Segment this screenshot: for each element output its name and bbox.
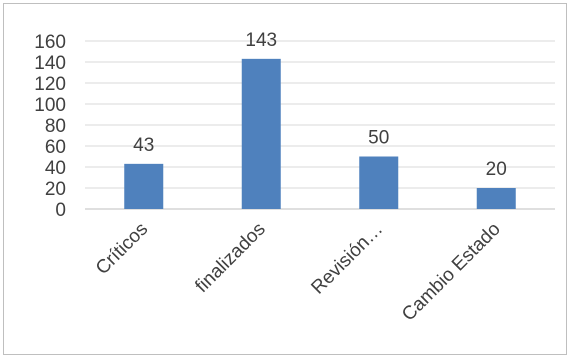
x-tick-label: Cambio Estado <box>398 219 505 326</box>
data-label: 50 <box>368 128 389 149</box>
y-tick-label: 80 <box>45 116 66 137</box>
y-tick-label: 100 <box>34 95 66 116</box>
gridlines <box>85 40 555 210</box>
x-tick-label: Revisión… <box>307 219 387 299</box>
data-labels: 43 143 50 20 <box>133 30 507 180</box>
y-tick-label: 0 <box>55 200 66 221</box>
y-tick-label: 140 <box>34 53 66 74</box>
data-label: 20 <box>486 159 507 180</box>
y-tick-label: 60 <box>45 137 66 158</box>
y-tick-label: 160 <box>34 32 66 53</box>
data-label: 43 <box>133 135 154 156</box>
bar <box>359 156 399 209</box>
bar <box>241 58 281 209</box>
y-tick-label: 120 <box>34 74 66 95</box>
y-tick-label: 40 <box>45 158 66 179</box>
bar <box>476 188 516 209</box>
x-axis-labels: Críticos finalizados Revisión… Cambio Estad… <box>92 219 505 326</box>
bars <box>124 58 516 209</box>
y-tick-label: 20 <box>45 179 66 200</box>
data-label: 143 <box>245 30 277 51</box>
x-tick-label: Críticos <box>92 219 152 279</box>
x-tick-label: finalizados <box>191 219 269 297</box>
bar <box>124 163 164 209</box>
